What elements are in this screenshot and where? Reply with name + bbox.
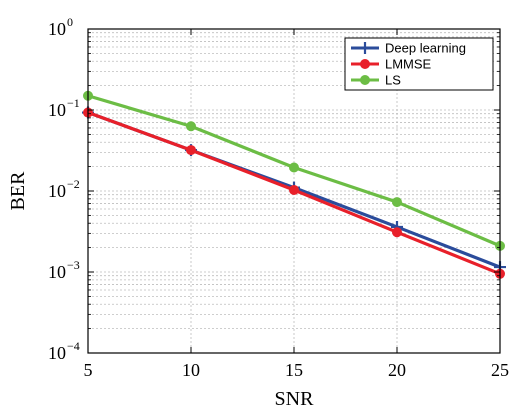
data-point-marker bbox=[392, 227, 402, 238]
y-tick-exponent: −1 bbox=[67, 96, 80, 110]
y-tick-label: 10 bbox=[48, 19, 66, 39]
legend-label: Deep learning bbox=[385, 41, 466, 56]
x-axis-label: SNR bbox=[275, 388, 315, 410]
y-axis-label: BER bbox=[7, 171, 29, 211]
x-tick-label: 20 bbox=[388, 360, 406, 380]
data-point-marker bbox=[360, 75, 370, 85]
y-tick-label: 10 bbox=[48, 181, 66, 201]
x-tick-label: 10 bbox=[182, 360, 200, 380]
data-point-marker bbox=[186, 121, 196, 132]
y-tick-label: 10 bbox=[48, 262, 66, 282]
y-tick-exponent: −3 bbox=[67, 258, 80, 272]
data-point-marker bbox=[360, 59, 370, 69]
data-point-marker bbox=[289, 184, 299, 195]
series-layer bbox=[82, 90, 506, 279]
y-tick-exponent: −4 bbox=[67, 339, 80, 353]
y-tick-label: 10 bbox=[48, 343, 66, 363]
y-tick-exponent: −2 bbox=[67, 177, 80, 191]
series-ls bbox=[83, 90, 505, 251]
data-point-marker bbox=[289, 162, 299, 173]
legend-item: LS bbox=[351, 73, 401, 88]
legend-label: LS bbox=[385, 73, 401, 88]
y-tick-exponent: 0 bbox=[67, 15, 73, 29]
data-point-marker bbox=[392, 197, 402, 208]
y-tick-label: 10 bbox=[48, 100, 66, 120]
x-tick-label: 5 bbox=[84, 360, 93, 380]
data-point-marker bbox=[359, 42, 371, 54]
legend-item: Deep learning bbox=[351, 41, 466, 56]
x-tick-label: 15 bbox=[285, 360, 303, 380]
x-tick-label: 25 bbox=[491, 360, 509, 380]
data-point-marker bbox=[186, 145, 196, 156]
legend-item: LMMSE bbox=[351, 57, 432, 72]
legend-label: LMMSE bbox=[385, 57, 432, 72]
